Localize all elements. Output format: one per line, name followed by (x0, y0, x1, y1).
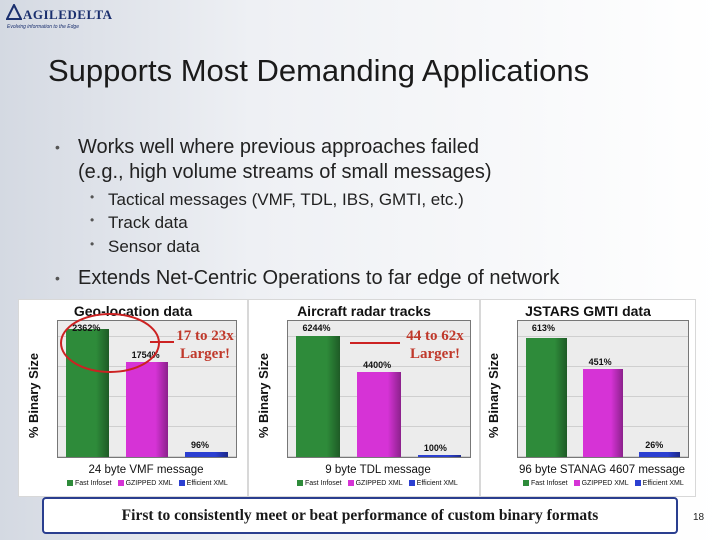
sub-bullet-text: Tactical messages (VMF, TDL, IBS, GMTI, … (108, 190, 464, 209)
sub-bullet-text: Track data (108, 213, 188, 232)
data-label: 613% (531, 323, 555, 333)
x-axis-label: 9 byte TDL message (325, 464, 431, 476)
delta-logo-icon (6, 4, 22, 20)
data-label: 100% (423, 443, 447, 453)
legend-item: GZIPPED XML (117, 480, 173, 487)
footer-callout: First to consistently meet or beat perfo… (42, 497, 678, 534)
bar-efficient-xml (417, 455, 462, 457)
sub-bullet-1: • Tactical messages (VMF, TDL, IBS, GMTI… (90, 190, 464, 210)
highlight-oval (60, 313, 160, 373)
chart-aircraft-radar: Aircraft radar tracks % Binary Size 6244% 4… (248, 299, 480, 497)
annotation-line: Larger! (180, 346, 230, 362)
legend-swatch (297, 480, 303, 487)
annotation-note-2: 44 to 62x Larger! (398, 327, 472, 363)
annotation-arrow (150, 341, 174, 343)
data-label: 6244% (302, 323, 331, 333)
legend-item: Fast Infoset (67, 480, 112, 487)
legend-label: GZIPPED XML (355, 480, 403, 487)
sub-bullet-3: • Sensor data (90, 237, 200, 257)
chart-title: Aircraft radar tracks (297, 303, 431, 319)
data-label: 26% (645, 439, 664, 450)
legend-label: Fast Infoset (531, 480, 568, 487)
bullet-1-line-2: (e.g., high volume streams of small mess… (78, 161, 492, 183)
legend-swatch (67, 480, 73, 487)
legend-swatch (408, 480, 415, 487)
bullet-2: • Extends Net-Centric Operations to far … (55, 266, 560, 291)
legend-swatch (347, 480, 354, 487)
legend-item: Fast Infoset (523, 480, 568, 487)
x-axis-label: 24 byte VMF message (88, 464, 204, 476)
chart-legend: Fast Infoset GZIPPED XML Efficient XML (67, 480, 228, 487)
annotation-arrow (350, 342, 400, 344)
legend-swatch (523, 480, 529, 487)
annotation-line: 17 to 23x (176, 328, 234, 344)
slide-title: Supports Most Demanding Applications (48, 53, 590, 88)
chart-title: JSTARS GMTI data (525, 303, 651, 319)
data-label: 451% (588, 357, 612, 368)
chart-legend: Fast Infoset GZIPPED XML Efficient XML (523, 480, 684, 487)
legend-label: Efficient XML (642, 480, 684, 487)
legend-item: Efficient XML (408, 480, 458, 487)
plot-area: 613% 451% 26% (517, 320, 689, 458)
bullet-2-text: Extends Net-Centric Operations to far ed… (78, 267, 560, 289)
y-axis-label: % Binary Size (26, 352, 42, 439)
bullet-dot: • (90, 190, 95, 204)
bar-fast-infoset (525, 337, 567, 457)
legend-label: GZIPPED XML (125, 480, 173, 487)
legend-item: GZIPPED XML (573, 480, 629, 487)
legend-swatch (573, 480, 580, 487)
legend-item: Efficient XML (178, 480, 228, 487)
annotation-note-1: 17 to 23x Larger! (172, 327, 238, 363)
bullet-1-line-1: Works well where previous approaches fai… (78, 136, 479, 158)
annotation-line: 44 to 62x (406, 328, 464, 344)
agiledelta-logo: AGILEDELTA Evolving information to the E… (6, 4, 112, 34)
legend-label: Fast Infoset (305, 480, 342, 487)
x-axis-label: 96 byte STANAG 4607 message (519, 464, 685, 476)
chart-legend: Fast Infoset GZIPPED XML Efficient XML (297, 480, 458, 487)
bar-efficient-xml (639, 451, 681, 457)
legend-item: GZIPPED XML (347, 480, 403, 487)
sub-bullet-2: • Track data (90, 213, 188, 233)
bullet-1: • Works well where previous approaches f… (55, 135, 492, 185)
legend-label: GZIPPED XML (581, 480, 629, 487)
bar-gzipped-xml (125, 361, 169, 457)
logo-tagline: Evolving information to the Edge (7, 24, 79, 30)
legend-label: Efficient XML (186, 480, 228, 487)
annotation-line: Larger! (410, 346, 460, 362)
chart-jstars-gmti: JSTARS GMTI data % Binary Size 613% 451% 26%… (480, 299, 696, 497)
logo-name: AGILEDELTA (23, 7, 113, 22)
bar-fast-infoset (296, 335, 341, 457)
legend-label: Efficient XML (416, 480, 458, 487)
y-axis-label: % Binary Size (486, 352, 502, 439)
bar-gzipped-xml (357, 371, 401, 457)
page-number: 18 (693, 512, 705, 523)
data-label: 4400% (363, 359, 392, 370)
sub-bullet-text: Sensor data (108, 237, 200, 256)
legend-item: Fast Infoset (297, 480, 342, 487)
legend-swatch (634, 480, 641, 487)
legend-label: Fast Infoset (75, 480, 112, 487)
bullet-dot: • (90, 237, 95, 251)
bar-efficient-xml (184, 451, 228, 457)
legend-item: Efficient XML (634, 480, 684, 487)
legend-swatch (117, 480, 124, 487)
bullet-dot: • (55, 139, 60, 155)
bar-gzipped-xml (582, 369, 624, 457)
bullet-dot: • (90, 213, 95, 227)
y-axis-label: % Binary Size (256, 352, 272, 439)
data-label: 96% (190, 439, 209, 450)
footer-text: First to consistently meet or beat perfo… (121, 506, 599, 524)
legend-swatch (178, 480, 185, 487)
bullet-dot: • (55, 270, 60, 286)
